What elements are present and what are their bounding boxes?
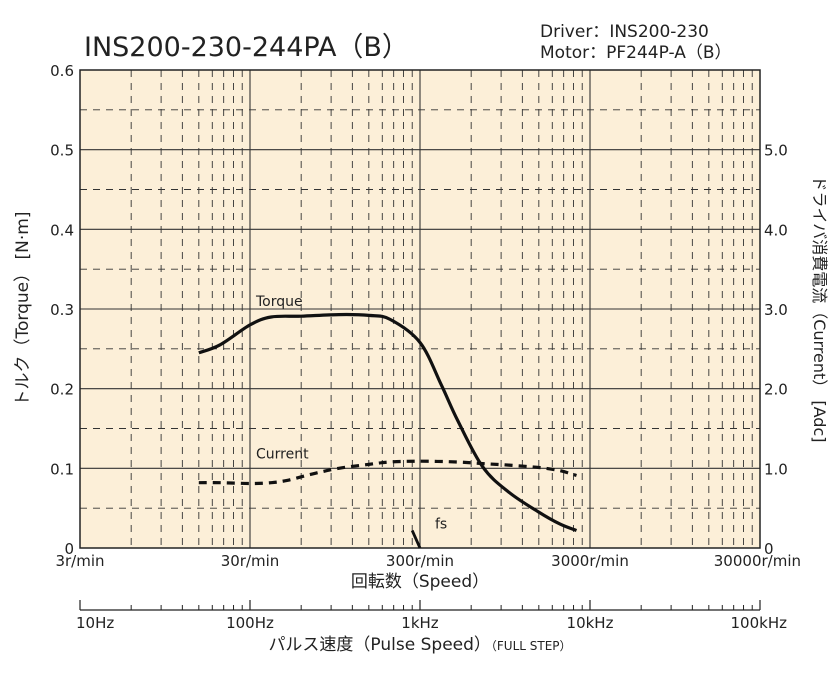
right-tick-label: 2.0 — [764, 381, 788, 399]
left-tick-label: 0.4 — [50, 221, 74, 239]
driver-value: INS200-230 — [609, 22, 709, 42]
torque-series-label: Torque — [255, 294, 303, 310]
grid — [80, 70, 760, 548]
pulse-axis-suffix: （FULL STEP） — [491, 639, 572, 653]
speed-axis-label: 回転数（Speed） — [351, 572, 489, 592]
fs-label: fs — [435, 516, 447, 532]
pulse-tick-label: 1kHz — [401, 614, 439, 632]
right-tick-label: 1.0 — [764, 460, 788, 478]
pulse-tick-label: 100kHz — [731, 614, 788, 632]
driver-label: Driver：INS200-230 — [540, 22, 709, 42]
speed-tick-label: 300r/min — [386, 552, 454, 570]
left-tick-label: 0 — [64, 540, 74, 558]
right-axis-ticks: 0 1.0 2.0 3.0 4.0 5.0 — [764, 142, 788, 558]
driver-prefix: Driver： — [540, 22, 609, 42]
current-series-label: Current — [256, 446, 309, 462]
series-layer: Torque Current fs — [198, 294, 578, 549]
left-axis-label: トルク（Torque） [N·m] — [13, 212, 33, 407]
chart-title: INS200-230-244PA（B） — [84, 32, 409, 63]
pulse-axis-label: パルス速度（Pulse Speed）（FULL STEP） — [268, 635, 571, 655]
pulse-tick-label: 10kHz — [567, 614, 614, 632]
right-tick-label: 3.0 — [764, 301, 788, 319]
right-axis-label: ドライバ消費電流（Current） [Adc] — [810, 176, 829, 443]
speed-tick-label: 3000r/min — [551, 552, 629, 570]
left-tick-label: 0.2 — [50, 381, 74, 399]
speed-tick-label: 30r/min — [221, 552, 280, 570]
motor-prefix: Motor： — [540, 43, 606, 63]
motor-label: Motor：PF244P-A（B） — [540, 43, 732, 63]
motor-value: PF244P-A（B） — [606, 43, 731, 63]
torque-series-line — [198, 312, 578, 532]
fs-line — [410, 529, 422, 549]
pulse-tick-label: 100Hz — [226, 614, 274, 632]
left-axis-ticks: 0 0.1 0.2 0.3 0.4 0.5 0.6 — [50, 62, 74, 558]
speed-axis-ticks: 3r/min 30r/min 300r/min 3000r/min 30000r/min — [55, 552, 801, 570]
pulse-tick-label: 10Hz — [76, 614, 114, 632]
left-tick-label: 0.3 — [50, 301, 74, 319]
right-tick-label: 5.0 — [764, 142, 788, 160]
left-tick-label: 0.5 — [50, 142, 74, 160]
right-tick-label: 0 — [764, 540, 774, 558]
speed-tick-label: 3r/min — [55, 552, 104, 570]
speed-tick-label: 30000r/min — [714, 552, 801, 570]
left-tick-label: 0.1 — [50, 460, 74, 478]
pulse-axis-ticks: 10Hz 100Hz 1kHz 10kHz 100kHz — [76, 600, 787, 632]
right-tick-label: 4.0 — [764, 221, 788, 239]
pulse-axis-main: パルス速度（Pulse Speed） — [268, 635, 490, 655]
left-tick-label: 0.6 — [50, 62, 74, 80]
current-series-line — [198, 459, 577, 486]
